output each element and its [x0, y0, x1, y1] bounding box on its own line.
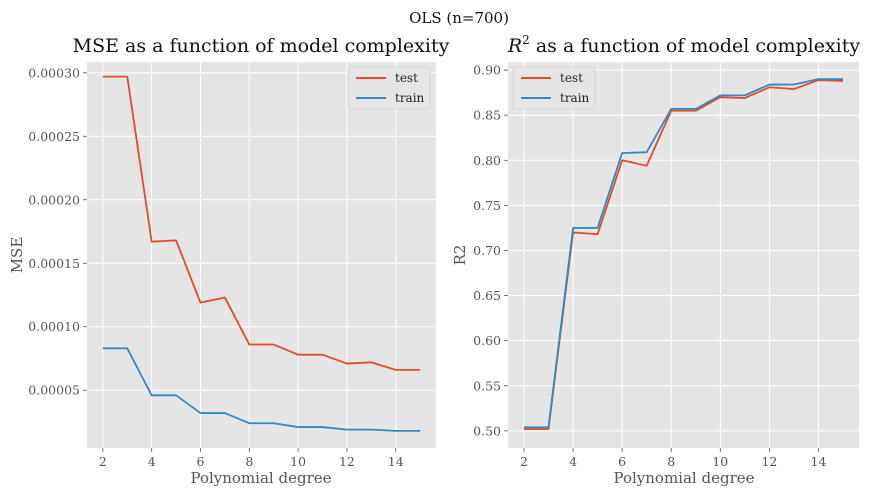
r2-x-tick-label-0: 2	[520, 454, 528, 469]
r2-x-tick-label-5: 12	[761, 454, 777, 469]
r2-plot-area	[508, 62, 859, 448]
r2-series-test-line	[523, 79, 844, 430]
mse-legend: test train	[347, 66, 431, 110]
mse-x-tick-label-4: 10	[290, 454, 306, 469]
mse-legend-label-train: train	[395, 91, 425, 105]
r2-chart: 2 4 6 8 10 12 14 0.50 0.55 0.60 0.65 0.70 0.75 0.80 0.…	[451, 33, 860, 487]
mse-series-train-line	[102, 347, 421, 432]
r2-x-tick-label-2: 6	[618, 454, 626, 469]
r2-y-tick-label-4: 0.70	[473, 243, 501, 258]
r2-legend-label-test: test	[560, 71, 583, 85]
mse-y-axis-label: MSE	[8, 237, 26, 274]
r2-y-tick-label-1: 0.55	[473, 378, 501, 393]
r2-chart-title: R2 as a function of model complexity	[507, 33, 861, 57]
r2-y-tick-label-2: 0.60	[473, 333, 501, 348]
r2-y-tick-label-8: 0.90	[473, 63, 501, 78]
r2-x-tick-label-6: 14	[811, 454, 827, 469]
mse-x-tick-label-6: 14	[388, 454, 404, 469]
r2-y-tick-label-6: 0.80	[473, 153, 501, 168]
mse-y-tick-label-4: 0.00025	[28, 129, 80, 144]
mse-legend-label-test: test	[395, 71, 418, 85]
figure-suptitle: OLS (n=700)	[409, 9, 509, 27]
r2-x-tick-label-3: 8	[667, 454, 675, 469]
mse-series-test-line	[102, 75, 421, 371]
mse-y-tick-label-2: 0.00015	[28, 256, 80, 271]
mse-x-axis-label: Polynomial degree	[190, 469, 331, 487]
mse-y-tick-label-5: 0.00030	[28, 65, 80, 80]
mse-x-tick-label-0: 2	[99, 454, 107, 469]
r2-y-tick-label-7: 0.85	[473, 108, 501, 123]
mse-x-tick-label-1: 4	[148, 454, 156, 469]
r2-legend-label-train: train	[560, 91, 590, 105]
mse-chart: 2 4 6 8 10 12 14 0.00005 0.00010 0.00015 0.00020 0.…	[8, 35, 450, 487]
r2-x-tick-label-1: 4	[569, 454, 577, 469]
mse-x-tick-label-3: 8	[245, 454, 253, 469]
mse-x-tick-label-2: 6	[197, 454, 205, 469]
r2-x-axis-label: Polynomial degree	[613, 469, 754, 487]
mse-y-tick-label-0: 0.00005	[28, 383, 80, 398]
r2-legend: test train	[512, 66, 596, 110]
mse-x-tick-label-5: 12	[339, 454, 355, 469]
r2-series-train-line	[523, 78, 844, 429]
r2-y-axis-label: R2	[451, 245, 469, 266]
r2-y-tick-label-5: 0.75	[473, 198, 501, 213]
r2-y-tick-label-0: 0.50	[473, 423, 501, 438]
mse-y-tick-label-3: 0.00020	[28, 192, 80, 207]
mse-chart-title: MSE as a function of model complexity	[73, 35, 450, 57]
mse-y-tick-label-1: 0.00010	[28, 319, 80, 334]
r2-y-tick-label-3: 0.65	[473, 288, 501, 303]
r2-x-tick-label-4: 10	[712, 454, 728, 469]
